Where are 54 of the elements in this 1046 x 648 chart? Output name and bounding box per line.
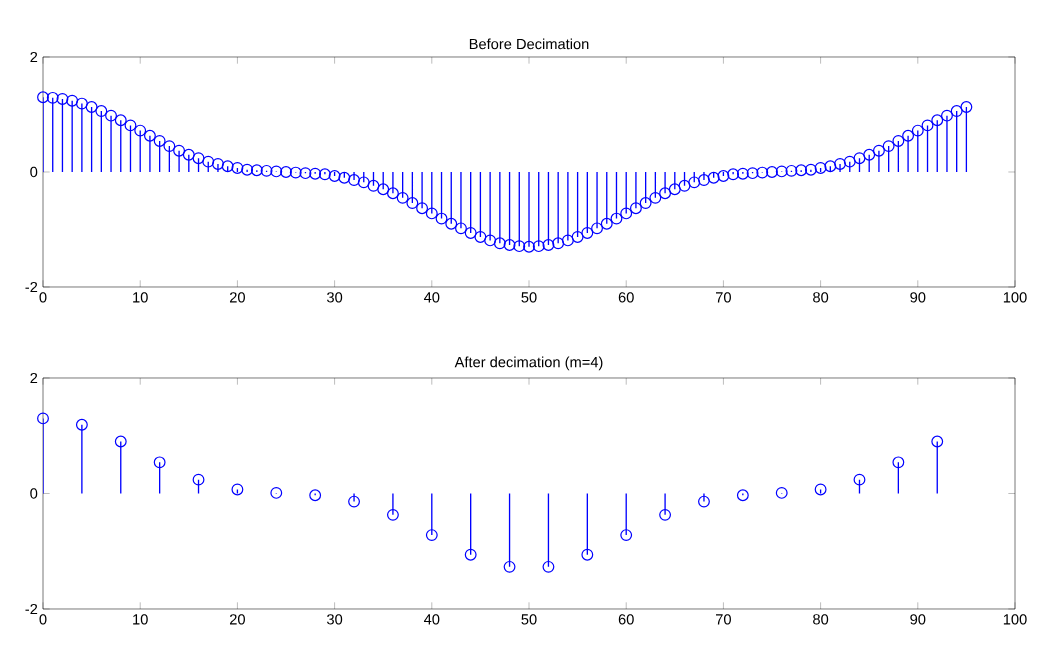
point bbox=[736, 489, 749, 502]
x-tick-label: 50 bbox=[521, 292, 537, 303]
point bbox=[892, 456, 905, 469]
point bbox=[309, 489, 322, 502]
y-tick-label: 2 bbox=[30, 51, 38, 63]
x-tick-label: 30 bbox=[327, 292, 343, 303]
x-tick-label: 100 bbox=[1003, 292, 1027, 303]
x-tick-label: 60 bbox=[618, 614, 634, 625]
chart-title: Before Decimation bbox=[469, 38, 589, 50]
x-tick-label: 40 bbox=[423, 292, 440, 303]
x-tick-label: 20 bbox=[229, 614, 245, 625]
x-tick-label: 10 bbox=[133, 614, 148, 625]
point bbox=[814, 483, 827, 496]
point bbox=[659, 508, 672, 521]
point bbox=[37, 412, 49, 425]
y-tick-label: 0 bbox=[30, 166, 38, 178]
point bbox=[775, 486, 788, 499]
x-tick-label: 40 bbox=[423, 614, 440, 625]
x-tick-label: 10 bbox=[133, 292, 148, 303]
y-tick-label: -2 bbox=[25, 281, 38, 293]
point bbox=[853, 473, 866, 486]
point bbox=[931, 435, 944, 448]
point bbox=[231, 483, 244, 496]
x-tick-label: 20 bbox=[229, 292, 245, 303]
y-tick-label: -2 bbox=[25, 603, 38, 615]
point bbox=[75, 418, 88, 431]
point bbox=[153, 456, 166, 469]
x-tick-label: 0 bbox=[39, 292, 47, 303]
chart-title: After decimation (m=4) bbox=[454, 356, 603, 371]
point bbox=[192, 473, 205, 486]
x-tick-label: 80 bbox=[813, 292, 829, 303]
point bbox=[581, 548, 594, 561]
x-tick-label: 70 bbox=[716, 292, 731, 303]
x-tick-label: 50 bbox=[521, 614, 537, 625]
x-tick-label: 30 bbox=[327, 614, 343, 625]
x-tick-label: 70 bbox=[716, 614, 731, 625]
point bbox=[542, 560, 555, 573]
x-tick-label: 60 bbox=[618, 292, 634, 303]
point bbox=[270, 486, 283, 499]
point bbox=[348, 495, 360, 508]
y-tick-label: 2 bbox=[30, 372, 38, 384]
point bbox=[620, 529, 633, 542]
y-tick-label: 0 bbox=[30, 488, 38, 499]
point bbox=[387, 508, 399, 521]
point bbox=[503, 560, 516, 573]
point bbox=[464, 548, 477, 561]
x-tick-label: 80 bbox=[813, 614, 829, 625]
point bbox=[114, 435, 127, 448]
point bbox=[425, 529, 438, 542]
x-tick-label: 0 bbox=[39, 614, 47, 625]
x-tick-label: 100 bbox=[1003, 614, 1027, 625]
x-tick-label: 90 bbox=[910, 292, 926, 303]
x-tick-label: 90 bbox=[910, 614, 926, 625]
point bbox=[698, 495, 710, 508]
